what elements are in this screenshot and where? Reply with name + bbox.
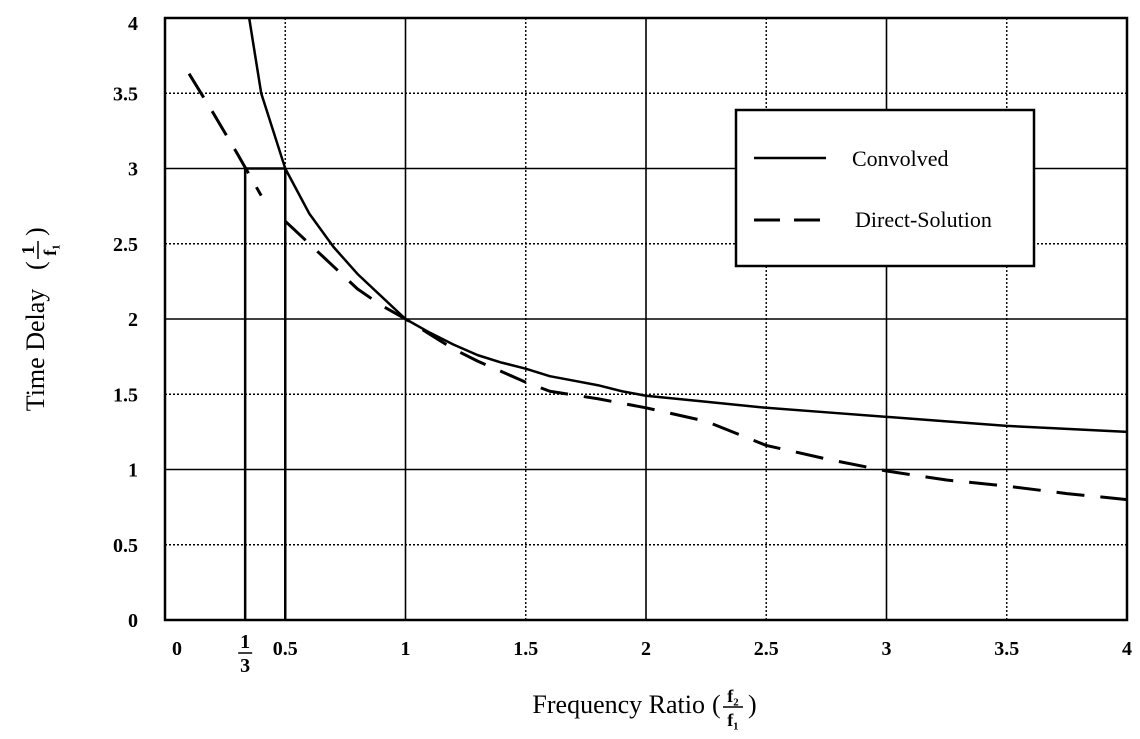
y-axis-label-paren-close: ): [21, 227, 50, 236]
x-tick-label-6: 3: [882, 638, 892, 660]
x-tick-label-0: 0: [172, 638, 182, 660]
x-tick-one-third-numerator: 1: [240, 631, 250, 653]
legend-box: [734, 108, 1036, 268]
y-axis-label-denominator: f₁: [40, 244, 60, 255]
series-1-segment-1: [284, 220, 1128, 502]
y-tick-label-6: 3: [128, 159, 138, 181]
x-tick-label-7: 3.5: [994, 638, 1019, 660]
y-axis-label-numerator: 1: [18, 246, 38, 255]
y-tick-label-8: 4: [128, 13, 138, 35]
series-convolved: [247, 17, 1128, 434]
x-axis-label: Frequency Ratio ( f₂ f₁ ): [532, 686, 756, 730]
x-tick-label-8: 4: [1122, 638, 1132, 660]
x-tick-label-1: 0.5: [273, 638, 298, 660]
y-axis-label-paren-open: (: [21, 261, 50, 270]
series-direct-solution: [187, 72, 1128, 502]
series-0-segment-0: [247, 17, 1128, 434]
y-tick-label-2: 1: [128, 460, 138, 482]
x-tick-label-2: 1: [401, 638, 411, 660]
x-axis-label-paren-close: ): [748, 690, 757, 719]
y-axis-label: Time Delay ( 1 f₁ ): [18, 227, 60, 411]
plot-frame: [163, 16, 1129, 622]
legend: Convolved Direct-Solution: [734, 108, 1036, 268]
y-axis-ticks: 0 0.5 1 1.5 2 2.5 3 3.5 4: [113, 13, 138, 632]
y-tick-label-3: 1.5: [113, 384, 138, 406]
x-tick-label-4: 2: [641, 638, 651, 660]
x-axis-label-numerator: f₂: [727, 686, 738, 706]
x-tick-one-third-denominator: 3: [240, 655, 250, 677]
legend-label-direct-solution: Direct-Solution: [855, 207, 992, 232]
x-tick-label-5: 2.5: [754, 638, 779, 660]
y-tick-label-1: 0.5: [113, 535, 138, 557]
x-axis-label-paren-open: (: [712, 690, 721, 719]
x-tick-label-one-third: 13: [238, 631, 253, 677]
x-axis-label-text: Frequency Ratio: [532, 690, 705, 719]
y-tick-label-5: 2.5: [113, 234, 138, 256]
x-tick-label-3: 1.5: [513, 638, 538, 660]
x-axis-ticks: 0 0.5 1 1.5 2 2.5 3 3.5 413: [172, 631, 1132, 677]
y-tick-label-0: 0: [128, 610, 138, 632]
y-tick-label-7: 3.5: [113, 83, 138, 105]
series-1-segment-0: [187, 72, 263, 197]
x-axis-label-denominator: f₁: [727, 710, 738, 730]
data-series: [187, 17, 1128, 502]
legend-label-convolved: Convolved: [852, 146, 949, 171]
grid-lines: [165, 18, 1127, 620]
y-axis-label-text: Time Delay: [21, 289, 50, 412]
y-tick-label-4: 2: [128, 309, 138, 331]
